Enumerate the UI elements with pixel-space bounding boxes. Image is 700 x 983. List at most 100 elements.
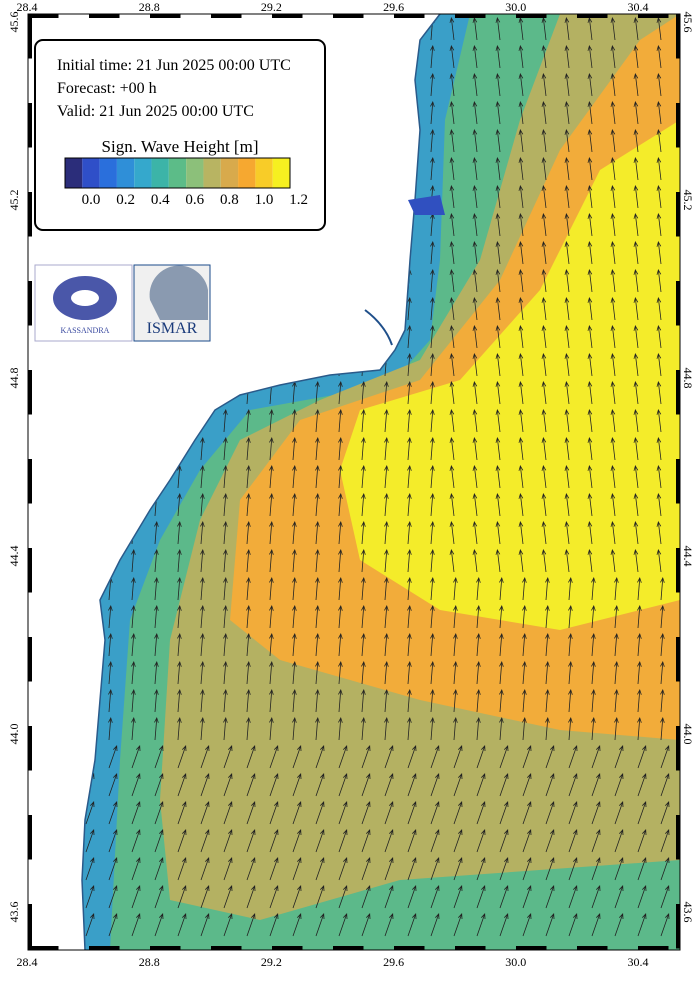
colorbar-cell (238, 158, 256, 188)
frame-segment (28, 548, 32, 593)
wave-arrow (495, 520, 501, 545)
wave-arrow (246, 268, 251, 293)
wave-arrow (223, 16, 228, 41)
wave-arrow (338, 100, 343, 125)
wave-arrow (541, 464, 547, 489)
wave-arrow (63, 802, 71, 824)
wave-arrow (476, 632, 481, 657)
wave-arrow (85, 240, 90, 265)
lat-label: 44.0 (7, 724, 21, 745)
wave-arrow (269, 885, 279, 909)
wave-arrow (338, 829, 348, 853)
wave-arrow (39, 634, 43, 656)
wave-arrow (407, 716, 412, 741)
lon-label: 29.2 (261, 955, 282, 969)
wave-arrow (361, 576, 366, 601)
wave-arrow (292, 520, 297, 545)
wave-arrow (541, 268, 547, 293)
wave-arrow (269, 240, 274, 265)
wave-arrow (453, 688, 458, 713)
wave-arrow (430, 436, 435, 461)
wave-arrow (591, 913, 601, 937)
wave-arrow (476, 801, 486, 825)
wave-arrow (338, 688, 343, 713)
wave-arrow (63, 830, 71, 852)
wave-arrow (541, 128, 547, 153)
wave-arrow (472, 72, 478, 97)
wave-arrow (384, 801, 394, 825)
wave-arrow (633, 240, 639, 265)
wave-arrow (564, 352, 570, 377)
wave-arrow (449, 44, 455, 69)
wave-arrow (656, 436, 662, 461)
wave-arrow (633, 72, 639, 97)
wave-arrow (315, 520, 320, 545)
wave-arrow (637, 632, 642, 657)
wave-arrow (495, 128, 501, 153)
wave-arrow (564, 548, 570, 573)
wave-arrow (656, 100, 662, 125)
wave-arrow (476, 576, 481, 601)
wave-arrow (614, 857, 624, 881)
wave-arrow (564, 492, 570, 517)
wave-arrow (223, 660, 228, 685)
wave-arrow (223, 745, 233, 769)
wave-arrow (40, 830, 48, 852)
wave-arrow (177, 16, 182, 41)
wave-arrow (430, 268, 435, 293)
wave-arrow (518, 464, 524, 489)
wave-arrow (656, 408, 662, 433)
wave-arrow (315, 436, 320, 461)
wave-arrow (407, 520, 412, 545)
wave-arrow (200, 716, 205, 741)
wave-arrow (292, 885, 302, 909)
frame-segment (272, 946, 303, 950)
wave-arrow (564, 156, 570, 181)
wave-arrow (154, 464, 159, 489)
wave-arrow (476, 857, 486, 881)
wave-arrow (407, 16, 412, 41)
wave-arrow (495, 464, 501, 489)
wave-arrow (430, 801, 440, 825)
wave-arrow (131, 773, 141, 797)
wave-arrow (564, 72, 570, 97)
wave-arrow (361, 212, 366, 237)
wave-arrow (39, 410, 43, 432)
wave-arrow (545, 660, 550, 685)
wave-arrow (62, 18, 66, 40)
wave-arrow (591, 604, 596, 629)
wave-arrow (338, 16, 343, 41)
wave-arrow (154, 885, 164, 909)
wave-arrow (568, 745, 578, 769)
wave-arrow (610, 16, 616, 41)
wave-arrow (637, 773, 647, 797)
wave-arrow (200, 492, 205, 517)
wave-arrow (85, 576, 90, 601)
wave-arrow (63, 886, 71, 908)
wave-arrow (495, 408, 501, 433)
wave-arrow (315, 913, 325, 937)
wave-arrow (407, 829, 417, 853)
wave-arrow (315, 885, 325, 909)
wave-arrow (568, 688, 573, 713)
wave-arrow (499, 885, 509, 909)
wave-arrow (384, 156, 389, 181)
wave-arrow (407, 773, 417, 797)
wave-arrow (108, 464, 113, 489)
wave-arrow (62, 690, 66, 712)
wave-arrow (269, 352, 274, 377)
wave-arrow (108, 520, 113, 545)
wave-arrow (614, 745, 624, 769)
colorbar-label: 1.0 (255, 192, 274, 208)
river (364, 309, 393, 346)
frame-segment (676, 192, 680, 237)
wave-arrow (292, 268, 297, 293)
wave-arrow (610, 156, 616, 181)
wave-arrow (269, 716, 274, 741)
wave-arrow (131, 464, 136, 489)
wave-arrow (85, 408, 90, 433)
wave-arrow (246, 324, 251, 349)
wave-arrow (361, 324, 366, 349)
wave-arrow (522, 857, 532, 881)
wave-arrow (453, 829, 463, 853)
